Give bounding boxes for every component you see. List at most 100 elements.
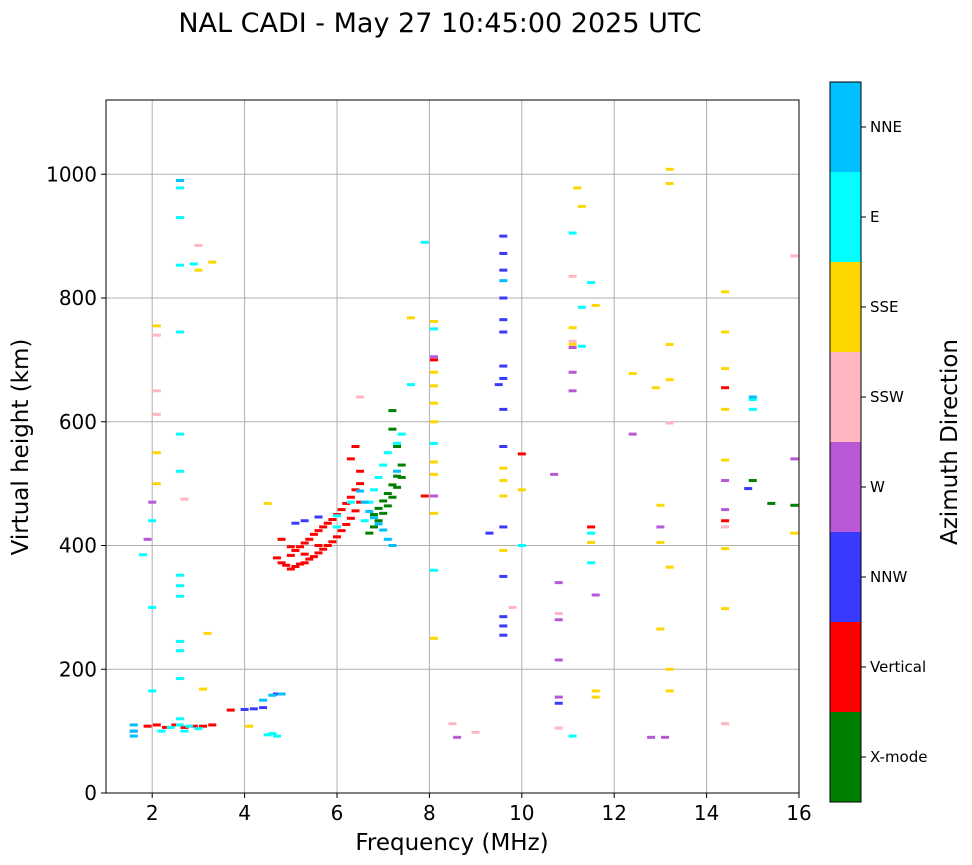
colorbar-segment [830,712,861,802]
data-point [388,427,397,431]
y-axis: 0 200 400 600 800 1000 [46,162,106,805]
colorbar-segment [830,352,861,442]
data-point [129,729,138,733]
data-point [591,593,600,597]
data-point [268,693,277,697]
data-point [665,667,674,671]
data-point [175,639,184,643]
data-point [393,485,402,489]
data-point [300,552,309,556]
data-point [573,186,582,190]
data-point [305,537,314,541]
y-tick-label: 600 [59,410,97,434]
data-point [393,445,402,448]
data-point [499,445,508,448]
y-tick-label: 400 [59,534,97,558]
data-point [175,216,184,220]
data-point [517,452,526,456]
data-point [420,240,429,244]
data-point [587,525,596,529]
data-point [721,290,730,294]
data-point [568,346,577,349]
data-point [175,717,184,721]
data-point [393,441,402,445]
data-point [185,724,194,728]
data-point [379,511,388,515]
data-point [337,508,346,512]
data-point [430,355,439,359]
data-point [494,383,503,387]
data-point [365,509,374,513]
data-point [790,457,799,461]
data-point [194,727,203,731]
data-point [388,483,397,487]
data-point [379,499,388,503]
data-point [430,320,439,324]
data-point [383,537,392,541]
data-point [333,525,341,529]
colorbar-label-item: NNW [870,568,907,586]
data-point [665,378,674,382]
data-point [263,733,272,737]
x-tick-label: 16 [786,801,811,825]
data-point [499,494,508,498]
data-point [499,364,508,368]
data-point [319,525,328,529]
data-point [499,574,508,578]
data-point [499,525,508,529]
data-point [346,516,355,520]
data-point [406,316,415,320]
colorbar-segment [830,622,861,712]
data-point [748,395,757,399]
data-point [656,525,665,529]
colorbar-label-item: Vertical [870,658,926,676]
data-point [665,342,674,346]
data-point [744,487,753,491]
data-point [365,500,374,504]
data-point [148,500,157,504]
x-axis-label: Frequency (MHz) [355,830,548,856]
data-point [591,303,600,307]
data-point [175,584,184,588]
data-point [374,506,383,510]
data-point [656,503,665,507]
data-point [356,500,365,504]
series-nne [129,178,757,738]
data-point [499,234,508,238]
data-point [175,178,184,182]
data-point [356,482,365,486]
data-point [189,262,198,266]
data-point [388,544,397,547]
data-point [430,384,439,388]
data-point [499,296,508,300]
data-point [393,474,402,478]
data-point [374,475,383,479]
data-point [587,540,596,544]
colorbar: X-mode Vertical NNW W SSW SSE E NNE [829,81,927,803]
data-point [647,735,656,739]
data-point [656,540,665,544]
data-point [499,633,508,637]
data-point [148,605,157,609]
data-point [180,497,189,501]
data-point [245,724,254,728]
data-point [175,723,184,727]
data-point [721,525,730,529]
data-point [721,386,730,390]
data-point [138,553,147,557]
data-point [721,547,730,551]
data-point [499,615,508,619]
data-point [568,734,577,738]
data-point [628,371,637,375]
data-point [360,519,369,523]
data-point [577,204,586,208]
data-point [152,482,161,486]
data-point [296,562,305,566]
data-point [379,528,388,532]
data-point [554,701,563,705]
data-point [430,441,439,445]
data-point [591,689,600,693]
data-point [767,501,776,505]
data-point [286,567,295,571]
data-point [328,518,337,522]
